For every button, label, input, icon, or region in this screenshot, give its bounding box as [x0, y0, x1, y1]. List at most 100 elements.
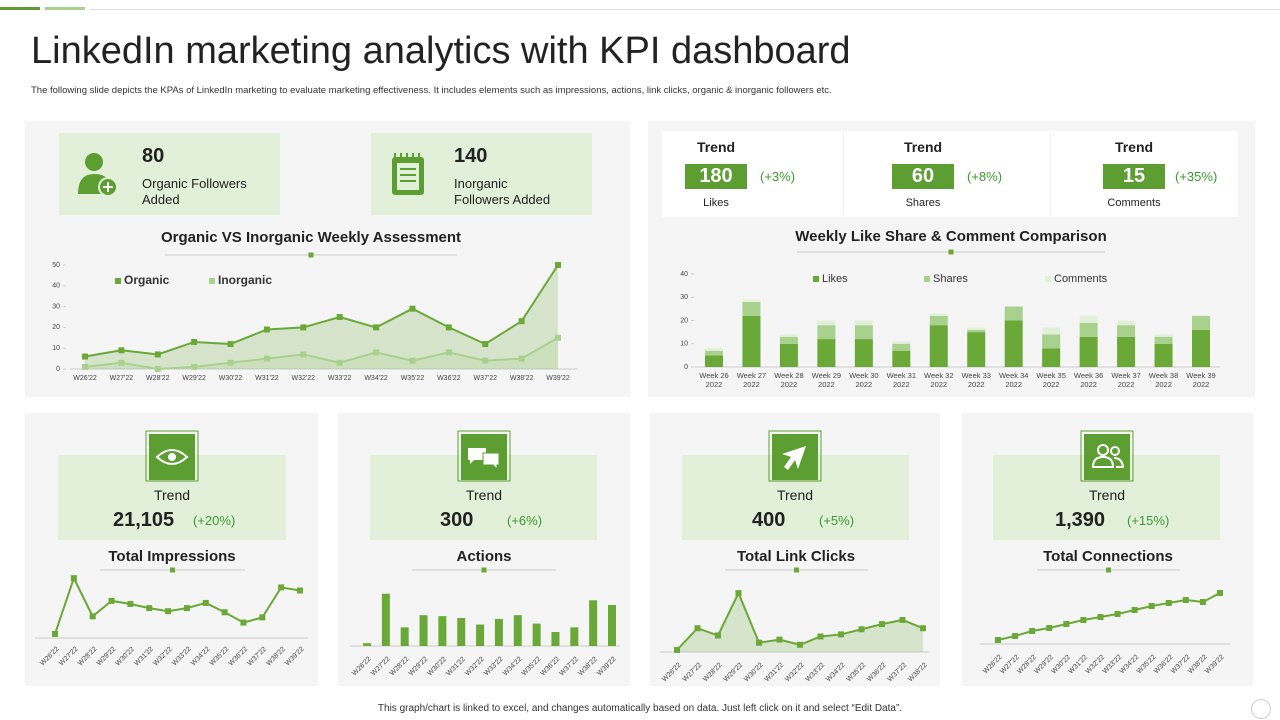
bar-segment — [1079, 322, 1098, 337]
point — [1182, 597, 1189, 603]
y-tick-label: 0 — [684, 364, 688, 371]
point — [1199, 599, 1206, 605]
bar-segment — [817, 325, 836, 340]
x-tick-label: W29'22 — [96, 646, 118, 668]
title-marker — [1106, 567, 1111, 573]
x-tick-label: W34'22 — [825, 662, 847, 684]
point — [838, 631, 844, 638]
x-tick-label: W30'22 — [115, 646, 137, 668]
icon-clipboard — [392, 153, 424, 195]
subtitle: The following slide depicts the KPAs of … — [31, 85, 832, 96]
point — [797, 641, 803, 648]
point — [482, 341, 489, 348]
x-tick-label: W39'22 — [284, 646, 306, 668]
follower-label: Organic Followers Added — [142, 176, 247, 207]
trend-change: (+3%) — [760, 169, 796, 184]
point — [165, 608, 172, 615]
x-tick-label: W26'22 — [39, 646, 61, 668]
point — [899, 616, 906, 623]
point — [300, 351, 307, 358]
x-tick-label: W34'22 — [502, 656, 524, 678]
x-tick-label: W36'22 — [540, 656, 562, 678]
point — [108, 597, 115, 604]
x-tick-label: W28'22 — [702, 662, 724, 684]
bar — [551, 632, 560, 646]
x-tick-label: Week 28 2022 — [774, 371, 804, 389]
decor-circle — [1251, 699, 1271, 719]
point — [202, 599, 209, 606]
point — [82, 363, 88, 370]
x-tick-label: Week 33 2022 — [961, 371, 991, 389]
point — [735, 590, 742, 597]
chart-title: Organic VS Inorganic Weekly Assessment — [161, 229, 461, 246]
x-tick-label: W30'22 — [427, 656, 449, 678]
bar-segment — [1154, 334, 1173, 337]
bar-segment — [892, 341, 911, 344]
point — [879, 621, 885, 628]
trend-label: Likes — [703, 197, 729, 209]
point — [336, 359, 343, 366]
decor-bar — [45, 7, 85, 10]
point — [373, 324, 380, 331]
y-tick-label: 50 — [52, 262, 60, 269]
x-tick-label: W28'22 — [77, 646, 99, 668]
point — [154, 366, 161, 372]
icon-person — [78, 153, 118, 197]
bar-segment — [1079, 315, 1098, 323]
x-tick-label: W36'22 — [437, 375, 461, 382]
point — [336, 314, 343, 320]
kpi-value: 400 — [752, 509, 786, 531]
legend-marker — [209, 278, 215, 284]
x-tick-label: Week 31 2022 — [886, 371, 917, 389]
point — [259, 614, 266, 621]
point — [776, 636, 783, 643]
footer-note: This graph/chart is linked to excel, and… — [377, 703, 903, 714]
x-tick-label: W37'22 — [558, 656, 580, 678]
x-tick-label: W39'22 — [596, 656, 618, 678]
x-tick-label: W28'22 — [146, 375, 170, 382]
x-tick-label: W35'22 — [521, 656, 543, 678]
bar-segment — [854, 339, 873, 367]
title-marker — [481, 567, 487, 573]
point — [221, 609, 228, 616]
bar-segment — [1042, 327, 1061, 335]
point — [995, 637, 1001, 643]
x-tick-label: Week 34 2022 — [998, 371, 1029, 389]
chart-title: Actions — [456, 548, 511, 565]
legend-marker — [813, 276, 819, 282]
bar-segment — [967, 329, 986, 333]
y-tick-label: 20 — [680, 317, 688, 324]
x-tick-label: W34'22 — [364, 375, 388, 382]
point — [1097, 614, 1104, 620]
x-tick-label: W31'22 — [445, 656, 467, 678]
area-fill — [677, 593, 923, 652]
x-tick-label: W39'22 — [546, 375, 570, 382]
line — [54, 575, 301, 635]
line — [84, 264, 559, 358]
x-tick-label: Week 39 2022 — [1186, 371, 1216, 389]
title-marker — [794, 567, 799, 573]
point — [240, 619, 247, 626]
bar — [400, 627, 409, 646]
y-tick-label: 0 — [56, 366, 60, 373]
bar-segment — [705, 350, 723, 356]
bar — [608, 604, 616, 646]
point — [409, 305, 416, 312]
x-tick-label: W35'22 — [846, 662, 868, 684]
y-tick-label: 40 — [680, 271, 688, 278]
trend-change: (+8%) — [967, 169, 1003, 184]
bar-segment — [1042, 348, 1061, 367]
bar-segment — [967, 327, 986, 330]
icon-arrow — [768, 430, 822, 482]
bar — [419, 615, 428, 646]
point — [1063, 621, 1070, 627]
divider — [1050, 133, 1051, 215]
x-tick-label: Week 26 2022 — [699, 371, 729, 389]
y-tick-label: 30 — [680, 294, 688, 301]
point — [445, 324, 452, 331]
x-tick-label: W38'22 — [265, 646, 287, 668]
trend-value: 180 — [685, 164, 747, 189]
bar-segment — [742, 301, 761, 316]
point — [756, 639, 762, 646]
x-tick-label: Week 35 2022 — [1036, 371, 1066, 389]
